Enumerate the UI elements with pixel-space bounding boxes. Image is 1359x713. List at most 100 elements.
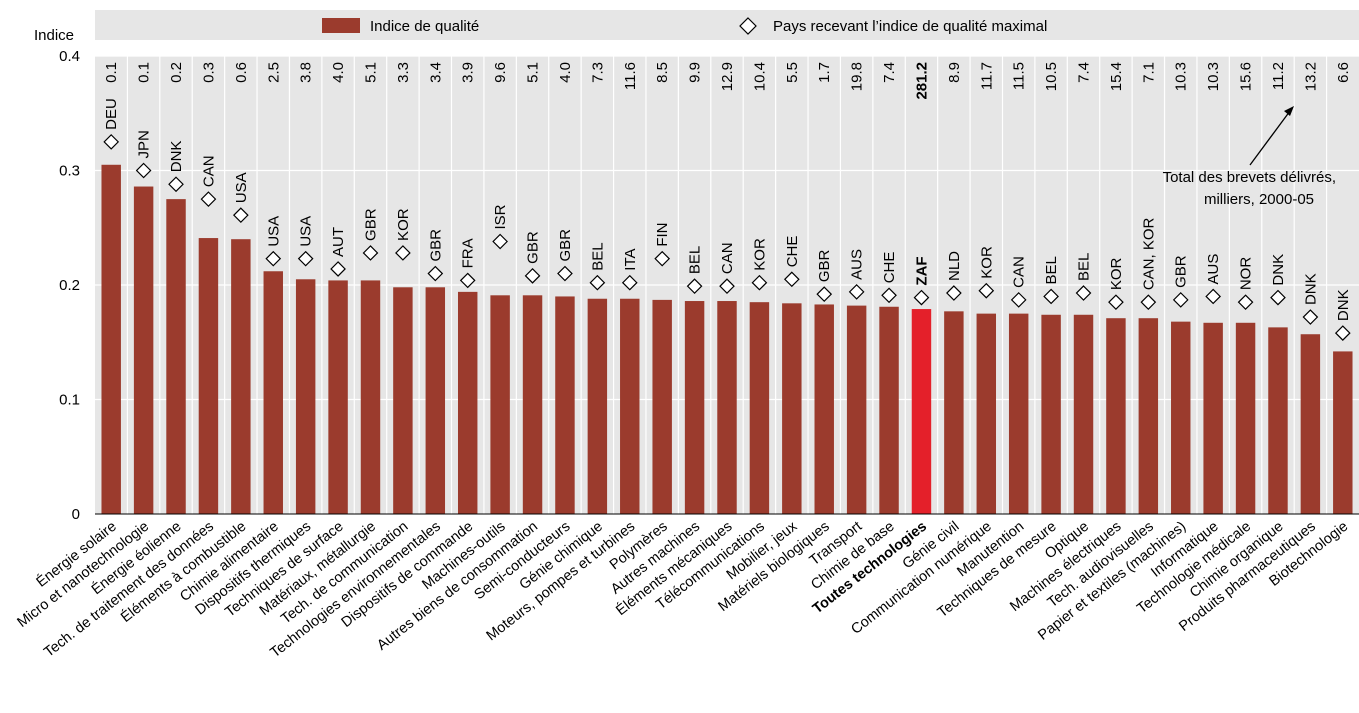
max-country-label: AUT — [330, 227, 347, 257]
max-country-label: DEU — [103, 98, 120, 130]
max-country-label: CAN, KOR — [1140, 217, 1157, 290]
patent-total-label: 8.9 — [946, 62, 963, 83]
patent-total-label: 6.6 — [1335, 62, 1352, 83]
max-country-label: AUS — [1205, 254, 1222, 285]
bar — [879, 307, 898, 514]
bar — [847, 306, 866, 514]
max-country-label: DNK — [1335, 289, 1352, 321]
patent-total-label: 11.6 — [622, 62, 639, 90]
patent-total-label: 11.5 — [1011, 62, 1028, 90]
max-country-label: AUS — [849, 249, 866, 280]
bar — [1074, 315, 1093, 514]
max-country-label: GBR — [427, 229, 444, 262]
max-country-label: USA — [298, 216, 315, 247]
y-tick-label: 0.4 — [59, 48, 80, 65]
patent-total-label: 13.2 — [1302, 62, 1319, 91]
bar — [393, 287, 412, 514]
bar — [458, 292, 477, 514]
bar — [1236, 323, 1255, 514]
patent-total-label: 0.2 — [168, 62, 185, 83]
y-tick-labels: 0 0.1 0.2 0.3 0.4 — [59, 48, 80, 523]
max-country-label: GBR — [557, 229, 574, 262]
patent-total-label: 2.5 — [265, 62, 282, 83]
patent-total-label: 5.1 — [362, 62, 379, 83]
max-country-label: BEL — [1076, 253, 1093, 281]
patent-total-label: 5.5 — [784, 62, 801, 83]
bar — [815, 304, 834, 514]
max-country-label: ITA — [622, 248, 639, 270]
max-country-label: DNK — [1270, 254, 1287, 286]
patent-total-label: 9.6 — [492, 62, 509, 83]
max-country-label: NLD — [946, 251, 963, 281]
patent-total-label: 10.5 — [1043, 62, 1060, 91]
patent-total-label: 9.9 — [687, 62, 704, 83]
bar — [717, 301, 736, 514]
max-country-label: CHE — [784, 236, 801, 268]
bar — [1268, 327, 1287, 514]
bar — [620, 299, 639, 514]
bar — [1171, 322, 1190, 514]
patent-total-label: 3.3 — [395, 62, 412, 83]
bar — [1041, 315, 1060, 514]
patent-total-label: 0.1 — [103, 62, 120, 83]
max-country-label: CAN — [719, 242, 736, 274]
annotation-line-2: milliers, 2000-05 — [1204, 191, 1314, 208]
max-country-label: KOR — [1108, 258, 1125, 291]
bar — [750, 302, 769, 514]
bar — [426, 287, 445, 514]
max-country-label: CHE — [881, 252, 898, 284]
patent-total-label: 1.7 — [816, 62, 833, 83]
max-country-label: DNK — [168, 141, 185, 173]
patent-total-label: 7.1 — [1140, 62, 1157, 83]
bar — [264, 271, 283, 514]
max-country-label: USA — [265, 216, 282, 247]
patent-total-label: 19.8 — [849, 62, 866, 91]
bar — [1009, 314, 1028, 514]
bar — [685, 301, 704, 514]
y-tick-label: 0.2 — [59, 277, 80, 294]
max-country-label: GBR — [1173, 255, 1190, 288]
y-axis-label: Indice — [34, 27, 74, 44]
patent-total-label: 15.4 — [1108, 62, 1125, 91]
legend-band — [95, 10, 1359, 40]
max-country-label: GBR — [525, 231, 542, 264]
max-country-label: BEL — [589, 242, 606, 270]
bar — [1203, 323, 1222, 514]
bar — [912, 309, 931, 514]
patent-total-label: 3.8 — [298, 62, 315, 83]
bar — [1333, 351, 1352, 514]
bar — [1139, 318, 1158, 514]
max-country-label: KOR — [751, 238, 768, 271]
legend-bar-swatch — [322, 18, 360, 33]
patent-total-label: 15.6 — [1238, 62, 1255, 91]
bar — [588, 299, 607, 514]
bar — [1301, 334, 1320, 514]
max-country-label: CAN — [1011, 256, 1028, 288]
bar — [296, 279, 315, 514]
patent-total-label: 10.4 — [751, 62, 768, 91]
bar — [199, 238, 218, 514]
max-country-label: BEL — [687, 246, 704, 274]
max-country-label: ZAF — [913, 256, 930, 285]
max-country-label: ISR — [492, 204, 509, 229]
bar — [944, 311, 963, 514]
bar — [523, 295, 542, 514]
legend-bar-label: Indice de qualité — [370, 18, 479, 35]
patent-total-label: 8.5 — [654, 62, 671, 83]
patent-total-label: 10.3 — [1173, 62, 1190, 91]
y-tick-label: 0.3 — [59, 163, 80, 180]
bar — [101, 165, 120, 514]
x-tick-labels: Énergie solaireMicro et nanotechnologieÉ… — [15, 518, 1352, 661]
max-country-label: JPN — [136, 130, 153, 158]
y-tick-label: 0 — [72, 506, 80, 523]
y-tick-label: 0.1 — [59, 392, 80, 409]
patent-total-label: 11.2 — [1270, 62, 1287, 90]
patent-total-label: 0.1 — [136, 62, 153, 83]
bar — [231, 239, 250, 514]
bar — [652, 300, 671, 514]
patent-total-label: 12.9 — [719, 62, 736, 91]
max-country-label: NOR — [1238, 257, 1255, 291]
patent-total-label: 7.3 — [589, 62, 606, 83]
max-country-label: FIN — [654, 222, 671, 246]
